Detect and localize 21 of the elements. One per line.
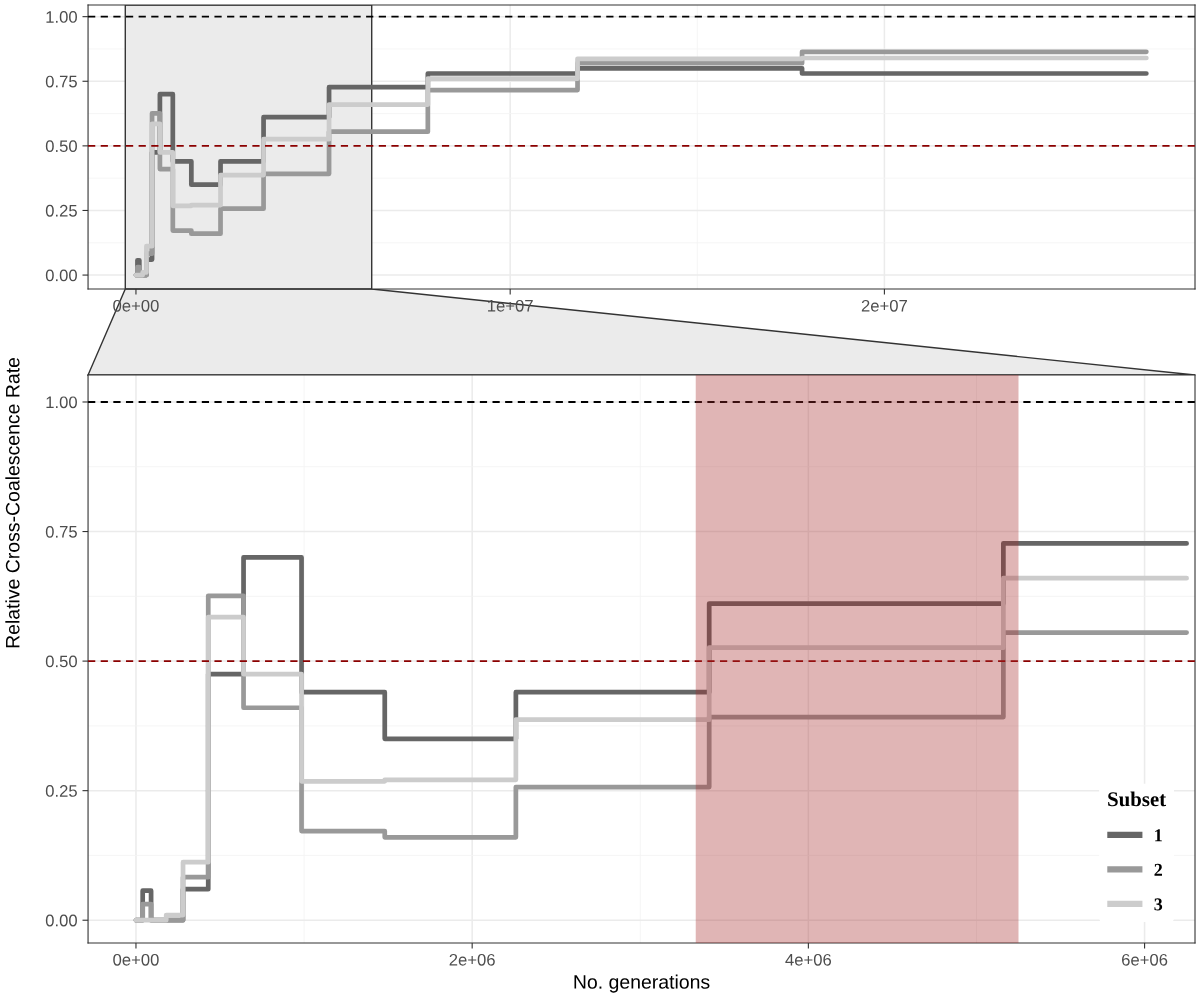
y-axis-title: Relative Cross-Coalescence Rate [5, 357, 20, 648]
legend-label: 2 [1154, 863, 1162, 876]
y-tick-label: 0.75 [45, 75, 77, 88]
y-tick-label: 0.25 [45, 204, 77, 217]
x-tick-label: 6e+06 [1122, 953, 1168, 966]
x-tick-label: 2e+06 [449, 953, 495, 966]
y-tick-label: 0.00 [45, 914, 77, 927]
y-tick-label: 0.50 [45, 140, 77, 153]
y-tick-label: 0.00 [45, 269, 77, 282]
y-tick-label: 0.50 [45, 655, 77, 668]
x-tick-label: 4e+06 [785, 953, 832, 966]
legend-label: 1 [1155, 829, 1162, 842]
x-tick-label: 0e+00 [113, 953, 159, 966]
legend-title: Subset [1108, 791, 1167, 807]
x-axis-title: No. generations [574, 974, 710, 993]
y-tick-label: 0.25 [45, 785, 77, 797]
legend-label: 3 [1154, 898, 1163, 911]
y-tick-label: 0.75 [45, 525, 77, 538]
y-tick-label: 1.00 [46, 11, 77, 23]
x-tick-label: 2e+07 [861, 299, 907, 312]
y-tick-label: 1.00 [46, 396, 77, 409]
